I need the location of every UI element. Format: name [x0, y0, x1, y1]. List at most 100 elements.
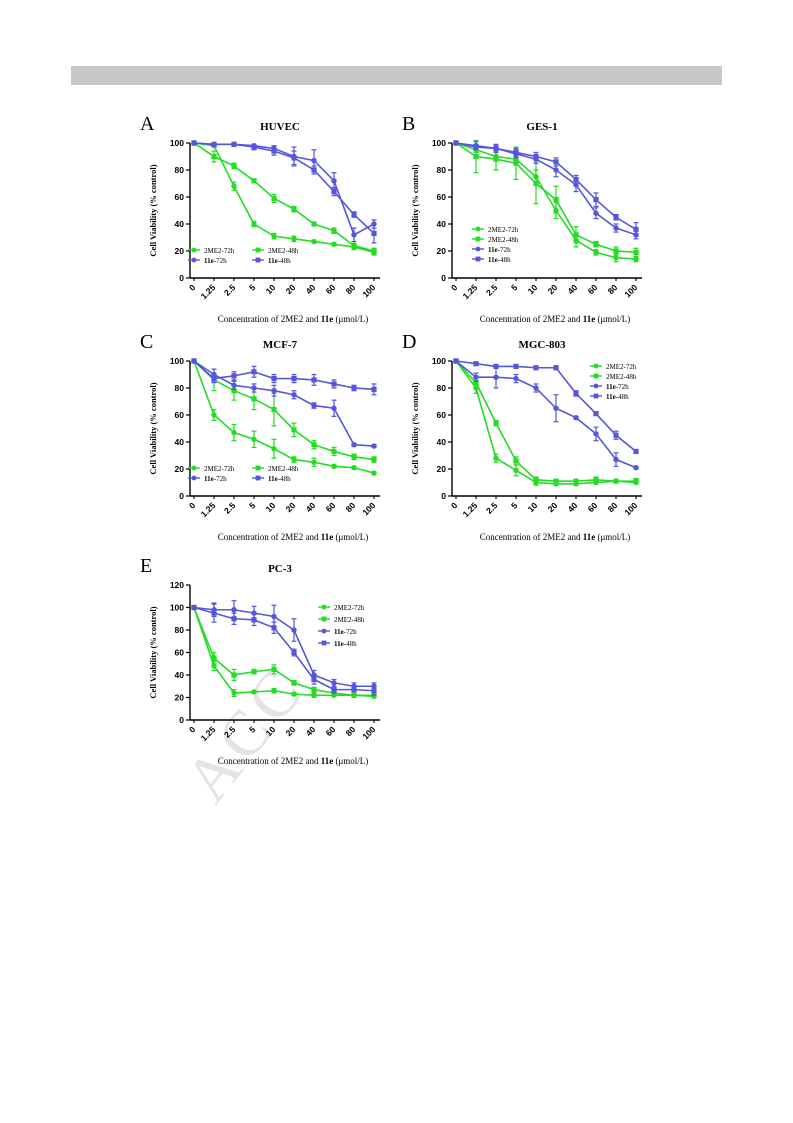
legend-marker: [475, 226, 481, 232]
x-tick-label: 0: [187, 282, 198, 293]
x-tick-label: 5: [509, 282, 520, 293]
data-point: [351, 464, 357, 471]
y-tick-label: 20: [437, 246, 447, 256]
data-point: [513, 458, 519, 464]
data-point: [231, 672, 237, 678]
y-tick-label: 60: [175, 648, 185, 658]
data-point: [453, 358, 459, 364]
data-point: [271, 613, 277, 620]
legend-label-rest: 2ME2-72h: [488, 226, 519, 234]
y-tick-label: 60: [175, 410, 185, 420]
data-point: [351, 385, 357, 391]
data-point: [251, 369, 257, 375]
data-point: [351, 692, 357, 698]
data-point: [331, 178, 337, 184]
legend-label: 11e-48h: [334, 640, 357, 648]
x-tick-label: 2.5: [222, 724, 238, 740]
x-tick-label: 60: [324, 724, 338, 738]
data-point: [331, 241, 337, 247]
data-point: [331, 687, 337, 693]
legend-marker: [321, 628, 327, 634]
y-axis-label: Cell Viability (% control): [148, 382, 158, 474]
x-tick-label: 1.25: [461, 282, 480, 301]
y-tick-label: 20: [175, 693, 185, 703]
data-point: [331, 448, 337, 455]
data-point: [493, 420, 499, 426]
series-line: [455, 360, 636, 482]
data-point: [251, 385, 257, 391]
x-axis-label-part: (μmol/L): [333, 314, 368, 324]
data-point: [211, 153, 217, 160]
data-point: [633, 478, 639, 484]
y-tick-label: 40: [175, 437, 185, 447]
data-point: [473, 144, 479, 150]
series-line: [193, 142, 375, 252]
data-point: [351, 232, 357, 238]
data-point: [251, 436, 257, 442]
series-line: [455, 142, 637, 254]
chart-title: MCF-7: [263, 339, 298, 351]
y-tick-label: 40: [437, 437, 447, 447]
data-point: [331, 680, 337, 686]
data-point: [271, 407, 277, 413]
data-point: [371, 248, 377, 254]
data-point: [251, 617, 257, 623]
x-axis-label: Concentration of 2ME2 and 11e (μmol/L): [218, 756, 369, 766]
data-point: [633, 448, 639, 455]
y-tick-label: 20: [175, 246, 185, 256]
legend-label: 11e-72h: [204, 257, 227, 265]
x-axis-label-part: 11e: [583, 532, 596, 542]
x-tick-label: 10: [264, 500, 278, 514]
series-line: [193, 360, 375, 461]
panel-letter: B: [402, 113, 415, 135]
data-point: [311, 442, 317, 448]
legend-label: 2ME2-72h: [204, 465, 235, 473]
y-tick-label: 80: [437, 165, 447, 175]
x-axis-label: Concentration of 2ME2 and 11e (μmol/L): [218, 314, 369, 324]
y-axis-label: Cell Viability (% control): [410, 382, 420, 474]
x-axis-label-part: Concentration of 2ME2 and: [218, 532, 321, 542]
chart-title: GES-1: [526, 121, 557, 133]
y-axis-label: Cell Viability (% control): [148, 606, 158, 698]
series-line: [455, 142, 637, 260]
x-tick-label: 2.5: [222, 282, 238, 298]
data-point: [271, 688, 277, 694]
x-tick-label: 10: [264, 724, 278, 738]
data-point: [613, 478, 619, 484]
data-point: [633, 226, 639, 232]
data-point: [331, 463, 337, 469]
data-point: [593, 197, 599, 203]
x-axis-label-part: Concentration of 2ME2 and: [218, 756, 321, 766]
data-point: [493, 455, 499, 461]
legend-label-bold: 11e: [488, 246, 498, 254]
series-line: [193, 360, 375, 391]
legend-label-rest: 2ME2-48h: [606, 373, 637, 381]
data-point: [351, 442, 357, 448]
data-point: [271, 195, 277, 201]
y-tick-label: 100: [432, 138, 446, 148]
legend-label: 11e-72h: [606, 383, 629, 391]
legend-label: 2ME2-72h: [488, 226, 519, 234]
chart-panel-a: A HUVEC 0 20 40 60 80 100 0 1.25 2.5 5 10 20 40 60 80 100…: [138, 108, 400, 328]
data-point: [493, 145, 499, 151]
legend-marker: [191, 465, 197, 471]
y-tick-label: 80: [175, 383, 185, 393]
x-axis-label-part: 11e: [583, 314, 596, 324]
data-point: [553, 167, 559, 173]
legend-label-rest: 2ME2-48h: [334, 616, 365, 624]
legend-label: 11e-48h: [488, 256, 511, 264]
data-point: [191, 358, 197, 364]
x-tick-label: 0: [187, 724, 198, 735]
data-point: [593, 241, 599, 247]
data-point: [291, 392, 297, 398]
data-point: [613, 225, 619, 231]
data-point: [351, 687, 357, 693]
data-point: [493, 374, 499, 380]
data-point: [251, 689, 257, 695]
legend-label-rest: -48h: [498, 256, 511, 264]
data-point: [573, 176, 579, 183]
x-axis-label-part: (μmol/L): [595, 314, 630, 324]
x-tick-label: 1.25: [461, 500, 480, 519]
data-point: [271, 233, 277, 239]
y-tick-label: 0: [441, 491, 446, 501]
